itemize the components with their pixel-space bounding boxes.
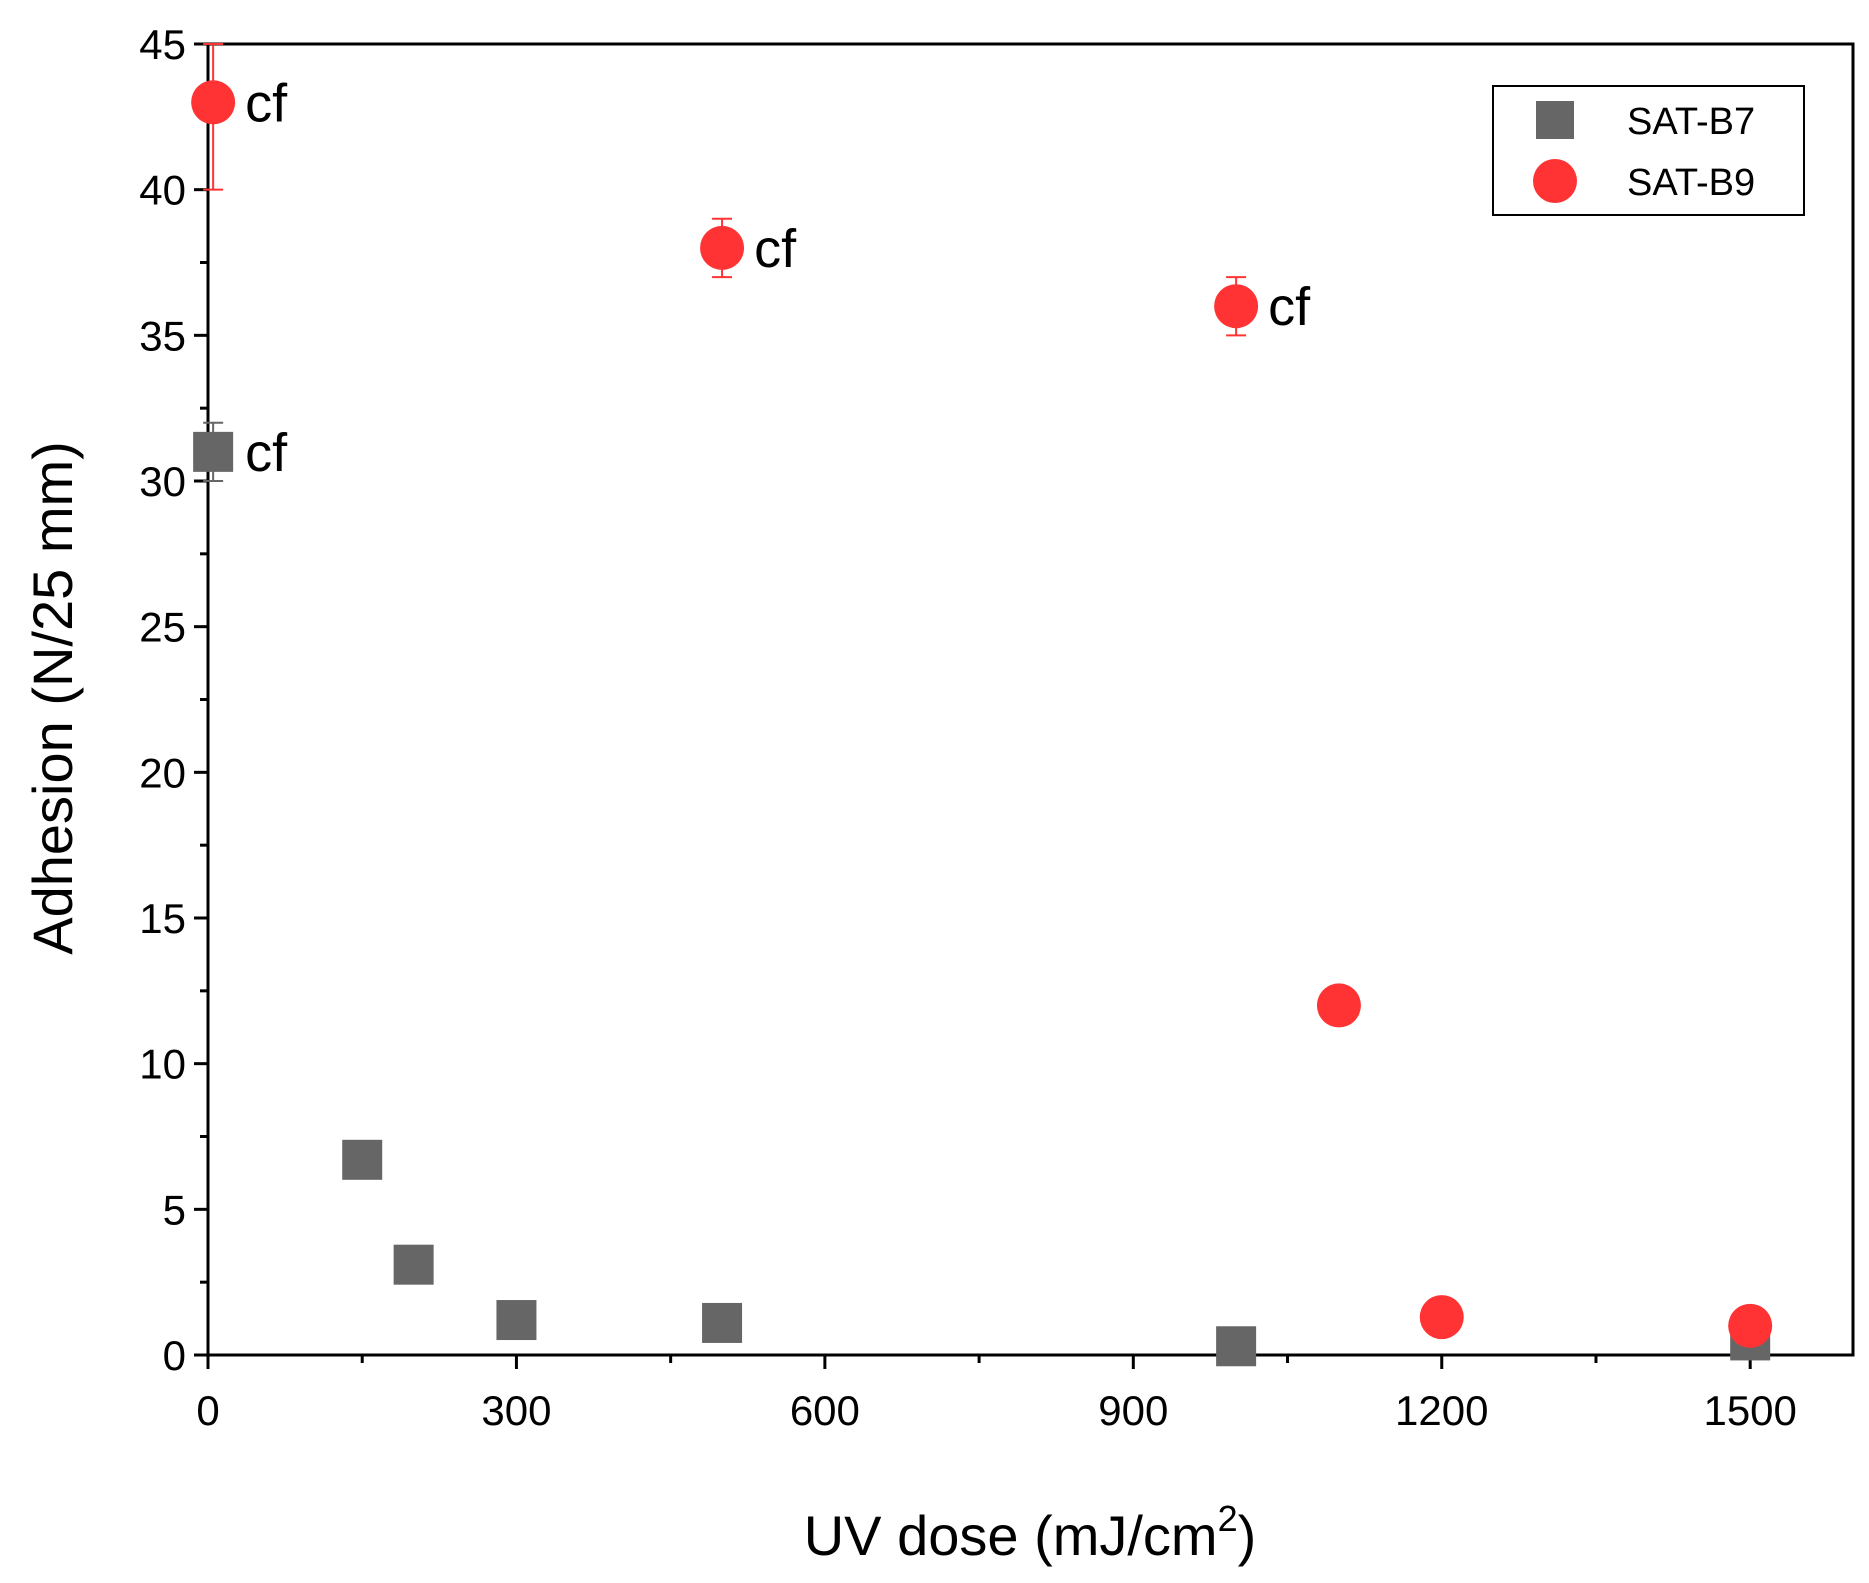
annotation-cf: cf: [245, 423, 288, 483]
point-sat-b9: [700, 225, 745, 270]
y-tick-label: 15: [139, 895, 186, 942]
y-tick-label: 25: [139, 604, 186, 651]
y-tick-label: 20: [139, 749, 186, 796]
legend-label-sat-b9: SAT-B9: [1627, 162, 1755, 204]
axis-ticks: 0 300 600 900 1200 1500 0 5 10 15 20 25 30 35 40 45: [139, 21, 1797, 1434]
point-sat-b7: [702, 1302, 743, 1343]
point-sat-b9: [1316, 983, 1361, 1028]
y-tick-label: 10: [139, 1041, 186, 1088]
x-axis-title: UV dose (mJ/cm2): [804, 1498, 1257, 1567]
x-tick-label: 0: [196, 1387, 219, 1434]
y-tick-label: 45: [139, 21, 186, 68]
x-tick-label: 300: [481, 1387, 551, 1434]
point-sat-b9: [1419, 1295, 1464, 1340]
y-tick-label: 35: [139, 312, 186, 359]
plot-area-border: [206, 42, 1855, 1357]
annotations: cf cf cf cf: [245, 73, 1311, 483]
annotation-cf: cf: [1268, 277, 1311, 337]
legend-marker-sat-b9: [1533, 159, 1577, 203]
data-points: [191, 80, 1773, 1367]
point-sat-b9: [191, 80, 236, 125]
legend-label-sat-b7: SAT-B7: [1627, 101, 1755, 143]
annotation-cf: cf: [245, 73, 288, 133]
point-sat-b9: [1728, 1303, 1773, 1348]
x-tick-label: 900: [1098, 1387, 1168, 1434]
point-sat-b7: [193, 431, 234, 472]
y-tick-label: 0: [163, 1332, 186, 1379]
legend: SAT-B7 SAT-B9: [1492, 85, 1805, 216]
y-tick-label: 40: [139, 167, 186, 214]
x-tick-label: 1200: [1395, 1387, 1488, 1434]
plot-frame: [206, 42, 1855, 1357]
point-sat-b7: [393, 1244, 434, 1285]
x-tick-label: 1500: [1703, 1387, 1796, 1434]
legend-marker-sat-b7: [1536, 101, 1574, 139]
point-sat-b7: [496, 1300, 537, 1341]
x-tick-label: 600: [790, 1387, 860, 1434]
annotation-cf: cf: [754, 219, 797, 279]
y-tick-label: 30: [139, 458, 186, 505]
point-sat-b9: [1214, 284, 1259, 329]
point-sat-b7: [342, 1139, 383, 1180]
point-sat-b7: [1216, 1326, 1257, 1367]
y-tick-label: 5: [163, 1186, 186, 1233]
y-axis-title: Adhesion (N/25 mm): [21, 441, 84, 955]
